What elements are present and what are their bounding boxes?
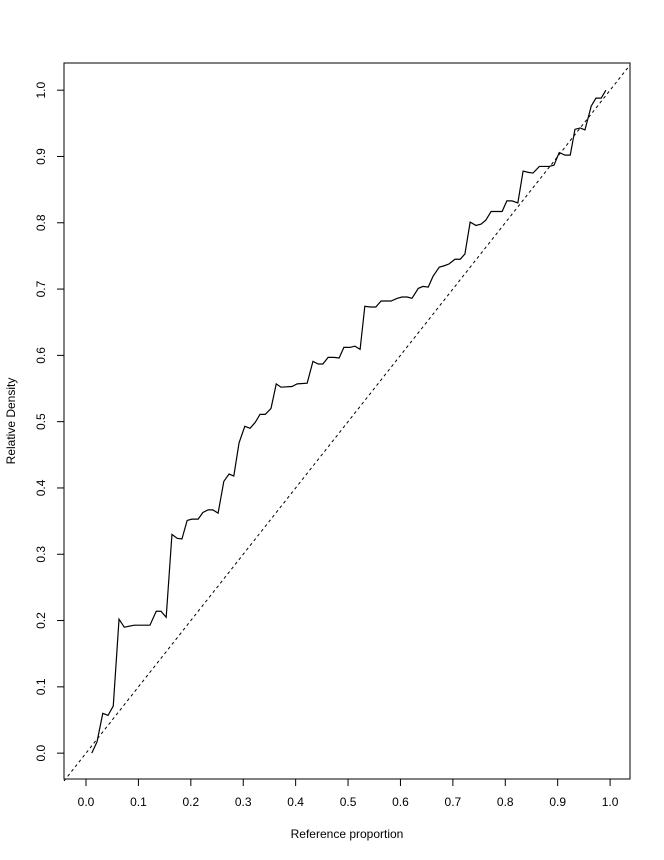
y-tick-label: 0.9 <box>34 148 48 165</box>
y-tick-label: 0.6 <box>34 347 48 364</box>
data-line <box>91 89 607 754</box>
x-tick-label: 1.0 <box>602 795 619 809</box>
x-tick-label: 0.1 <box>130 795 147 809</box>
reference-line <box>63 64 631 782</box>
y-tick-label: 0.5 <box>34 413 48 430</box>
x-axis-label: Reference proportion <box>291 827 404 841</box>
x-tick-label: 0.3 <box>235 795 252 809</box>
y-tick-label: 0.8 <box>34 214 48 231</box>
x-tick-label: 0.2 <box>182 795 199 809</box>
x-tick-label: 0.8 <box>497 795 514 809</box>
y-tick-label: 0.0 <box>34 744 48 761</box>
x-tick-label: 0.0 <box>78 795 95 809</box>
plot-frame <box>63 62 631 780</box>
x-tick-label: 0.4 <box>287 795 304 809</box>
y-tick-label: 0.2 <box>34 612 48 629</box>
y-tick-label: 0.1 <box>34 678 48 695</box>
y-tick-label: 0.7 <box>34 280 48 297</box>
y-tick-label: 0.4 <box>34 479 48 496</box>
y-tick-label: 1.0 <box>34 82 48 99</box>
x-tick-label: 0.5 <box>340 795 357 809</box>
x-tick-label: 0.9 <box>549 795 566 809</box>
x-tick-label: 0.6 <box>392 795 409 809</box>
x-tick-label: 0.7 <box>445 795 462 809</box>
y-tick-label: 0.3 <box>34 546 48 563</box>
y-axis-label: Relative Density <box>4 378 18 465</box>
